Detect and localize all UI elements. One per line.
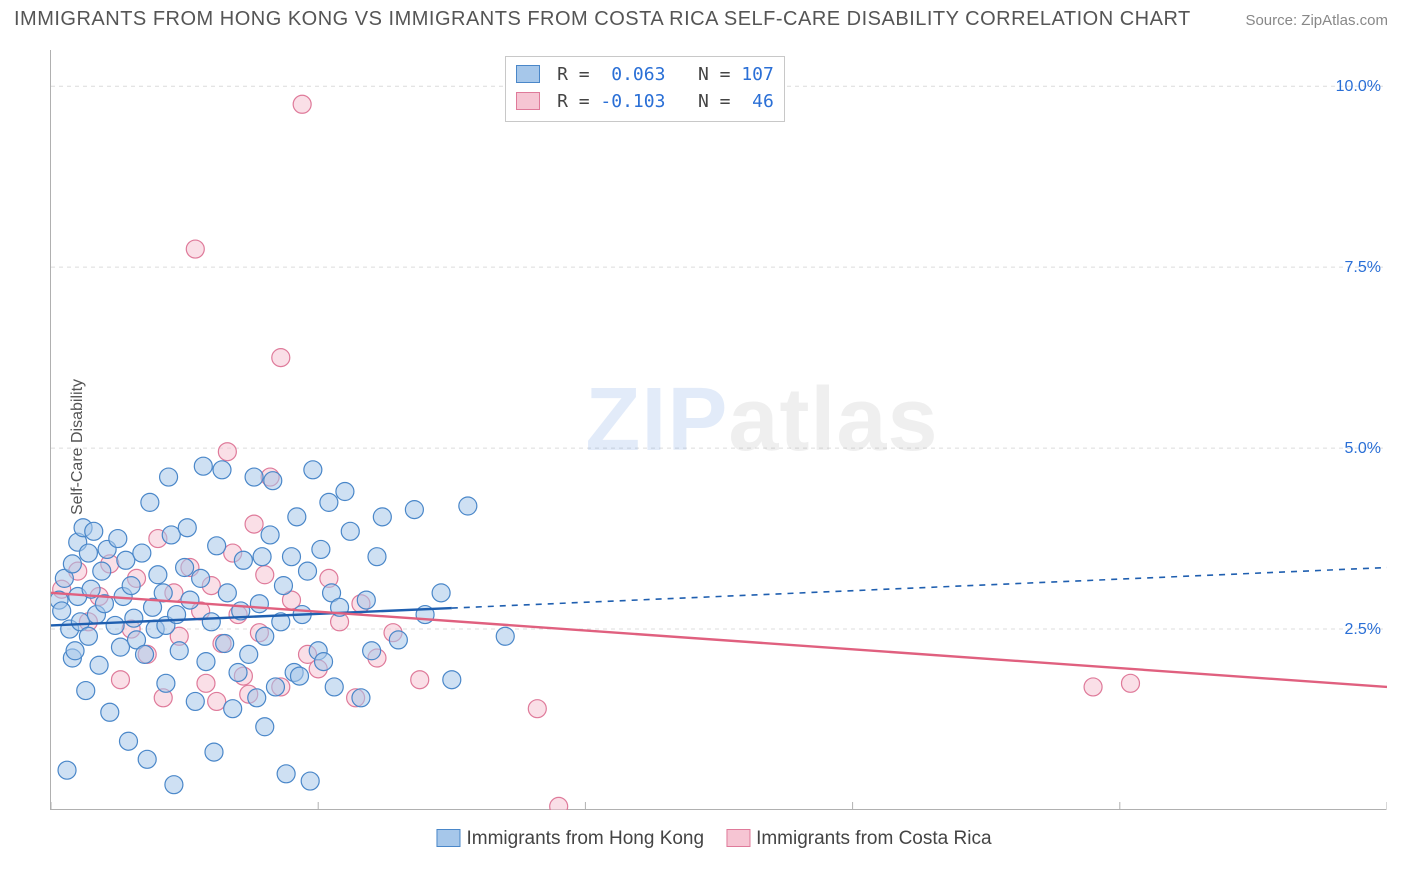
stats-row-b: R = -0.103 N = 46: [516, 88, 774, 115]
legend-label-a: Immigrants from Hong Kong: [466, 828, 704, 849]
swatch-b: [516, 92, 540, 110]
svg-text:7.5%: 7.5%: [1345, 259, 1381, 276]
swatch-a: [516, 65, 540, 83]
series-legend: Immigrants from Hong Kong Immigrants from…: [414, 828, 991, 850]
svg-text:2.5%: 2.5%: [1345, 621, 1381, 638]
scatter-svg: 2.5%5.0%7.5%10.0%0.0%25.0%: [51, 50, 1387, 810]
svg-text:5.0%: 5.0%: [1345, 440, 1381, 457]
legend-swatch-a: [436, 829, 460, 847]
chart-area: Self-Care Disability 2.5%5.0%7.5%10.0%0.…: [14, 42, 1392, 852]
legend-label-b: Immigrants from Costa Rica: [756, 828, 991, 849]
svg-text:10.0%: 10.0%: [1336, 78, 1381, 95]
correlation-stats-box: R = 0.063 N = 107 R = -0.103 N = 46: [505, 56, 785, 122]
legend-swatch-b: [726, 829, 750, 847]
chart-title: IMMIGRANTS FROM HONG KONG VS IMMIGRANTS …: [14, 8, 1191, 31]
plot-region: 2.5%5.0%7.5%10.0%0.0%25.0% ZIPatlas R = …: [50, 50, 1386, 810]
stats-row-a: R = 0.063 N = 107: [516, 61, 774, 88]
source-label: Source: ZipAtlas.com: [1245, 12, 1388, 29]
